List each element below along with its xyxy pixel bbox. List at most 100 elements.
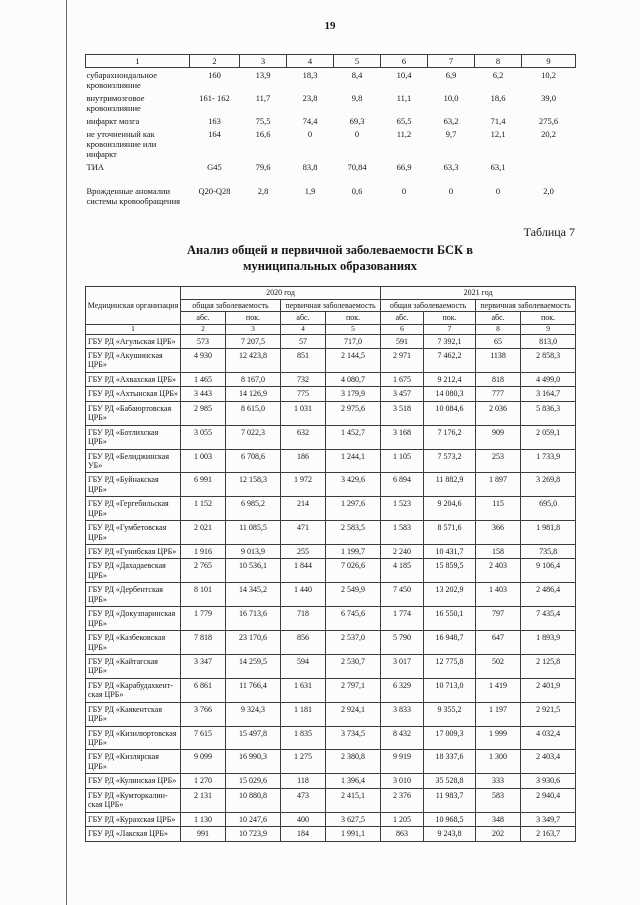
value-cell: 63,2 bbox=[443, 116, 459, 127]
page-number: 19 bbox=[324, 20, 336, 32]
value-cell: 10 723,9 bbox=[225, 826, 281, 842]
icd-code-cell: 163 bbox=[208, 116, 221, 127]
table-row: ГБУ РД «Дахадаевская ЦРБ» 2 765 10 536,1… bbox=[85, 558, 577, 584]
table-row: ГБУ РД «Карабудахкент­ская ЦРБ» 6 861 11… bbox=[85, 677, 577, 703]
table1-col-number: 4 bbox=[286, 53, 334, 69]
value-cell: 1 031 bbox=[280, 400, 326, 426]
organization-name-cell: ГБУ РД «Кулинская ЦРБ» bbox=[85, 773, 181, 789]
total-incidence-header: общая заболеваемость bbox=[180, 298, 281, 313]
value-cell: 3 017 bbox=[380, 653, 425, 679]
value-cell: 2 975,6 bbox=[324, 400, 382, 426]
value-cell: 1 733,9 bbox=[520, 448, 577, 474]
disease-name-cell: не уточненный как кровоизлияние или инфа… bbox=[86, 129, 157, 160]
organization-name-cell: ГБУ РД «Белиджинская УБ» bbox=[85, 448, 181, 474]
table-row: субарахноидальное кровоизлияние 160 13,9… bbox=[86, 68, 576, 92]
disease-incidence-table: 1 2 3 4 5 6 7 8 9 субарахноидальное кров… bbox=[85, 53, 576, 208]
value-cell: 1 419 bbox=[475, 677, 522, 703]
municipal-incidence-table: Медицинская организация 2020 год 2021 го… bbox=[85, 286, 577, 842]
value-cell: 10,4 bbox=[396, 70, 412, 81]
value-cell: 15 859,5 bbox=[423, 558, 477, 584]
value-cell: 3 833 bbox=[380, 701, 425, 727]
value-cell: 2 401,9 bbox=[520, 677, 577, 703]
value-cell: 9 212,4 bbox=[423, 371, 477, 388]
value-cell: 18 337,6 bbox=[423, 749, 477, 775]
value-cell: 10,0 bbox=[443, 93, 459, 104]
value-cell: 16,6 bbox=[255, 129, 271, 140]
value-cell: 17 009,3 bbox=[423, 725, 477, 751]
value-cell: 594 bbox=[280, 653, 326, 679]
table-row: ГБУ РД «Казбековская ЦРБ» 7 818 23 170,6… bbox=[85, 630, 577, 655]
value-cell: 3 179,9 bbox=[324, 386, 382, 402]
value-cell: 11 766,4 bbox=[225, 677, 281, 703]
value-cell: 695,0 bbox=[520, 496, 577, 522]
value-cell: 3 429,6 bbox=[324, 472, 382, 498]
primary-incidence-header: первичная заболеваемость bbox=[475, 298, 577, 313]
value-cell: 3 443 bbox=[180, 386, 226, 402]
value-cell: 1 297,6 bbox=[324, 496, 382, 522]
primary-incidence-header: первичная заболеваемость bbox=[279, 298, 382, 313]
disease-name-cell: субарахноидальное кровоизлияние bbox=[86, 70, 157, 91]
value-cell: 1 197 bbox=[475, 701, 522, 727]
table7-col-number: 1 bbox=[85, 323, 181, 335]
value-cell: 23 170,6 bbox=[225, 630, 281, 655]
value-cell: 11,1 bbox=[396, 93, 412, 104]
value-cell: 1 999 bbox=[475, 725, 522, 751]
rate-header: пок. bbox=[324, 311, 382, 325]
value-cell: 1 991,1 bbox=[324, 826, 382, 842]
table1-col-number: 2 bbox=[189, 53, 240, 69]
value-cell: 63,1 bbox=[490, 162, 506, 173]
organization-name-cell: ГБУ РД «Кайтагская ЦРБ» bbox=[85, 653, 181, 679]
value-cell: 9 013,9 bbox=[225, 544, 281, 560]
value-cell: 11 882,9 bbox=[423, 472, 477, 498]
value-cell: 2 059,1 bbox=[520, 424, 577, 450]
value-cell: 2 131 bbox=[180, 787, 226, 813]
value-cell: 1 835 bbox=[280, 725, 326, 751]
value-cell: 11 983,7 bbox=[423, 787, 477, 813]
document-page: 19 1 2 3 4 5 6 7 8 9 субарахно bbox=[85, 0, 577, 842]
value-cell: 7 462,2 bbox=[423, 348, 477, 373]
value-cell: 471 bbox=[280, 520, 326, 546]
abs-header: абс. bbox=[475, 311, 522, 325]
value-cell: 1,9 bbox=[304, 186, 316, 197]
table1-body: субарахноидальное кровоизлияние 160 13,9… bbox=[86, 68, 576, 208]
value-cell: 3 055 bbox=[180, 424, 226, 450]
value-cell: 8 101 bbox=[180, 582, 226, 608]
org-column-header: Медицинская организация bbox=[85, 286, 181, 325]
value-cell: 75,5 bbox=[255, 116, 271, 127]
value-cell: 20,2 bbox=[541, 129, 556, 140]
value-cell: 6 329 bbox=[380, 677, 425, 703]
table-caption: Таблица 7 bbox=[523, 225, 575, 240]
organization-name-cell: ГБУ РД «Акушинская ЦРБ» bbox=[85, 348, 181, 373]
table-row: ГБУ РД «Кумторкалин­ская ЦРБ» 2 131 10 8… bbox=[85, 787, 577, 813]
table1-col-number: 9 bbox=[521, 53, 576, 69]
value-cell: 9 243,8 bbox=[423, 826, 477, 842]
organization-name-cell: ГБУ РД «Каякентская ЦРБ» bbox=[85, 701, 181, 727]
value-cell: 8 167,0 bbox=[225, 371, 281, 388]
value-cell: 1 893,9 bbox=[520, 630, 577, 655]
value-cell: 2 940,4 bbox=[520, 787, 577, 813]
value-cell: 9,8 bbox=[351, 93, 363, 104]
value-cell: 7 435,4 bbox=[520, 606, 577, 632]
table1-col-number: 7 bbox=[427, 53, 475, 69]
value-cell: 70,84 bbox=[347, 162, 367, 173]
value-cell: 7 392,1 bbox=[423, 333, 477, 350]
value-cell: 6 894 bbox=[380, 472, 425, 498]
table7-col-number: 7 bbox=[423, 323, 477, 335]
value-cell: 1 152 bbox=[180, 496, 226, 522]
table-title: Анализ общей и первичной заболеваемости … bbox=[186, 243, 473, 273]
value-cell: 3 457 bbox=[380, 386, 425, 402]
value-cell: 851 bbox=[280, 348, 326, 373]
table-row: ГБУ РД «Курахская ЦРБ» 1 130 10 247,6 40… bbox=[85, 811, 577, 828]
organization-name-cell: ГБУ РД «Гергебильская ЦРБ» bbox=[85, 496, 181, 522]
total-incidence-header: общая заболеваемость bbox=[380, 298, 477, 313]
rate-header: пок. bbox=[520, 311, 577, 325]
value-cell: 8 615,0 bbox=[225, 400, 281, 426]
table-row: ГБУ РД «Гергебильская ЦРБ» 1 152 6 985,2… bbox=[85, 496, 577, 522]
disease-name-cell: ТИА bbox=[86, 162, 104, 173]
organization-name-cell: ГБУ РД «Докузпаринская ЦРБ» bbox=[85, 606, 181, 632]
value-cell: 1 396,4 bbox=[324, 773, 382, 789]
value-cell: 9,7 bbox=[445, 129, 457, 140]
value-cell: 718 bbox=[280, 606, 326, 632]
value-cell: 214 bbox=[280, 496, 326, 522]
table-row: ГБУ РД «Акушинская ЦРБ» 4 930 12 423,8 8… bbox=[85, 348, 577, 373]
